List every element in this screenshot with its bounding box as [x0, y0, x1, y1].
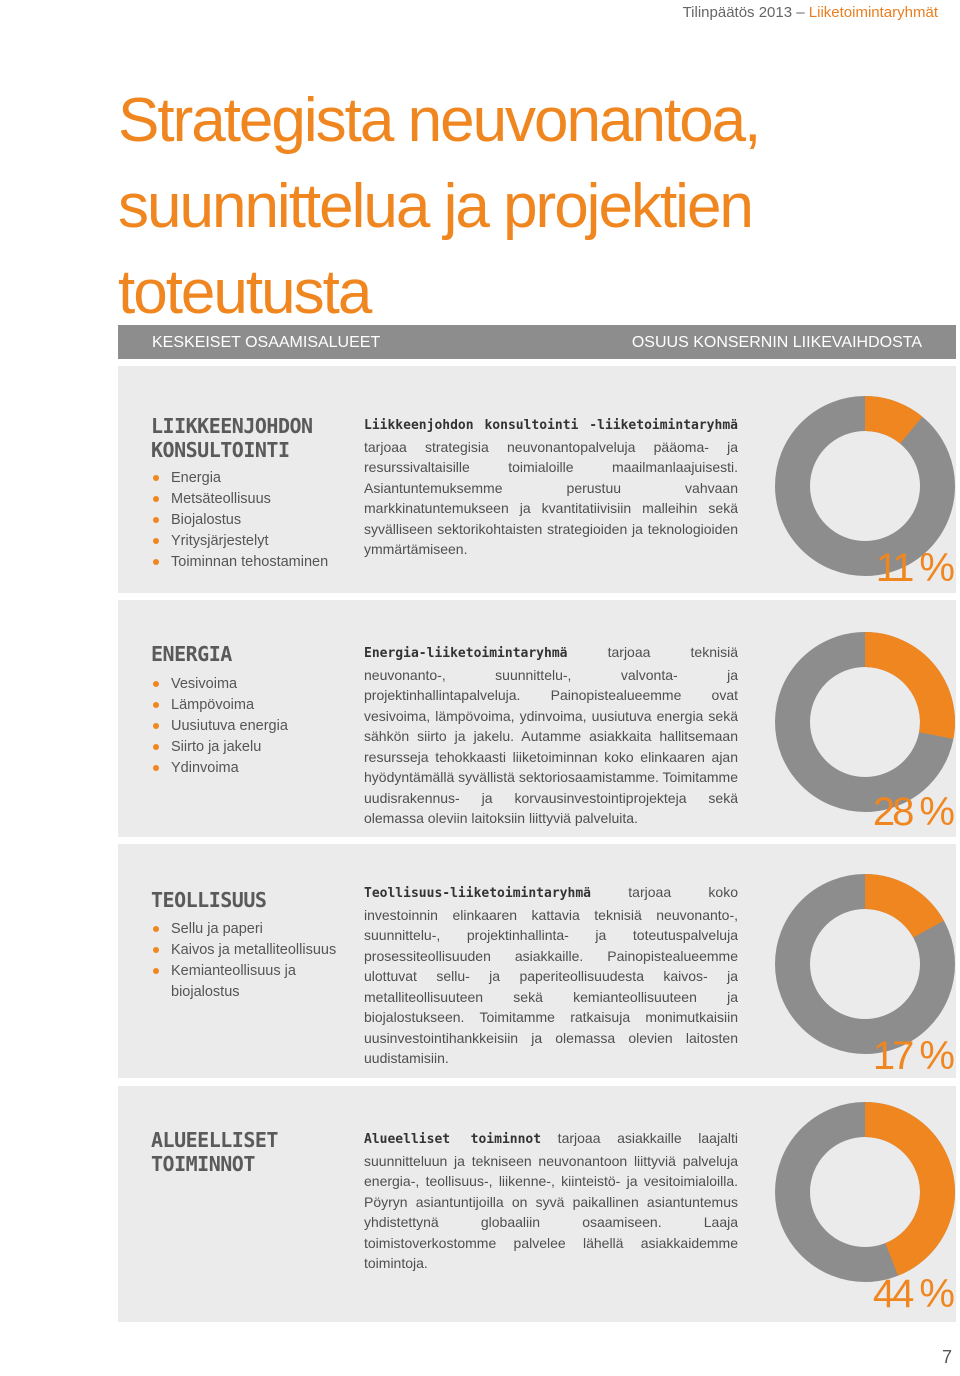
bullet-icon — [153, 517, 159, 523]
competence-list: Sellu ja paperi Kaivos ja metalliteollis… — [151, 919, 341, 1003]
description-text: tarjoaa teknisiä neuvonanto-, suunnittel… — [364, 644, 738, 826]
section-heading: TEOLLISUUS — [151, 888, 267, 912]
section-heading: ALUEELLISET TOIMINNOT — [151, 1128, 278, 1176]
list-item: Kemianteollisuus ja biojalostus — [151, 961, 311, 1003]
competence-list: Energia Metsäteollisuus Biojalostus Yrit… — [151, 468, 341, 573]
list-item: Sellu ja paperi — [151, 919, 341, 940]
title-line-2: suunnittelua ja projektien — [118, 172, 754, 241]
section-regional-operations: ALUEELLISET TOIMINNOT Alueelliset toimin… — [118, 1086, 956, 1322]
title-line-3: toteutusta — [118, 258, 372, 327]
section-heading-line-1: ENERGIA — [151, 642, 232, 666]
donut-share-segment — [865, 396, 923, 444]
list-item: Energia — [151, 468, 341, 489]
description-lead: Alueelliset toiminnot — [364, 1132, 542, 1147]
bullet-icon — [153, 765, 159, 771]
bullet-icon — [153, 723, 159, 729]
title-line-1: Strategista neuvonantoa, — [118, 86, 761, 155]
competence-list: Vesivoima Lämpövoima Uusiutuva energia S… — [151, 674, 341, 779]
column-header-bar: KESKEISET OSAAMISALUEET OSUUS KONSERNIN … — [118, 325, 956, 359]
description-text: tarjoaa asiakkaille laajalti suunnittelu… — [364, 1130, 738, 1271]
list-item: Uusiutuva energia — [151, 716, 341, 737]
section-heading-line-1: LIIKKEENJOHDON — [151, 414, 313, 438]
column-header-share: OSUUS KONSERNIN LIIKEVAIHDOSTA — [631, 334, 922, 351]
section-heading-line-2: KONSULTOINTI — [151, 438, 290, 462]
share-percentage: 11 % — [875, 546, 955, 590]
bullet-icon — [153, 559, 159, 565]
share-donut-chart — [775, 874, 955, 1054]
donut-share-segment — [865, 874, 944, 938]
page-title: Strategista neuvonantoa, suunnittelua ja… — [118, 78, 761, 336]
share-percentage: 44 % — [872, 1272, 955, 1316]
section-heading: ENERGIA — [151, 642, 232, 666]
bullet-icon — [153, 744, 159, 750]
column-header-competences: KESKEISET OSAAMISALUEET — [152, 334, 381, 351]
header-prefix: Tilinpäätös 2013 — [682, 4, 793, 21]
bullet-icon — [153, 496, 159, 502]
description-lead: Energia-liiketoimintaryhmä — [364, 646, 568, 661]
list-item: Toiminnan tehostaminen — [151, 552, 341, 573]
donut-share-segment — [865, 1102, 955, 1276]
bullet-icon — [153, 947, 159, 953]
list-item: Siirto ja jakelu — [151, 737, 341, 758]
list-item: Ydinvoima — [151, 758, 341, 779]
share-donut-chart — [775, 632, 955, 812]
section-description: Liikkeenjohdon konsultointi -liiketoimin… — [364, 414, 738, 560]
section-heading-line-2: TOIMINNOT — [151, 1152, 255, 1176]
share-donut-chart — [775, 1102, 955, 1282]
page-number: 7 — [941, 1347, 952, 1367]
description-text: tarjoaa koko investoinnin elinkaaren kat… — [364, 884, 738, 1066]
description-lead: Teollisuus-liiketoimintaryhmä — [364, 886, 591, 901]
bullet-icon — [153, 702, 159, 708]
list-item: Biojalostus — [151, 510, 341, 531]
section-description: Alueelliset toiminnot tarjoaa asiakkaill… — [364, 1128, 738, 1274]
section-industry: TEOLLISUUS Sellu ja paperi Kaivos ja met… — [118, 844, 956, 1078]
bullet-icon — [153, 681, 159, 687]
bullet-icon — [153, 538, 159, 544]
header-dash: – — [792, 4, 809, 21]
running-header: Tilinpäätös 2013 – Liiketoimintaryhmät — [683, 4, 938, 21]
donut-share-segment — [865, 632, 955, 739]
section-management-consulting: LIIKKEENJOHDON KONSULTOINTI Energia Mets… — [118, 366, 956, 593]
section-energy: ENERGIA Vesivoima Lämpövoima Uusiutuva e… — [118, 600, 956, 837]
share-percentage: 28 % — [872, 790, 955, 834]
section-heading-line-1: ALUEELLISET — [151, 1128, 278, 1152]
bullet-icon — [153, 968, 159, 974]
header-section: Liiketoimintaryhmät — [808, 4, 938, 21]
section-heading-line-1: TEOLLISUUS — [151, 888, 267, 912]
list-item: Yritysjärjestelyt — [151, 531, 341, 552]
list-item: Kaivos ja metalliteollisuus — [151, 940, 341, 961]
bullet-icon — [153, 926, 159, 932]
bullet-icon — [153, 475, 159, 481]
description-text: tarjoaa strategisia neuvonantopalveluja … — [364, 438, 738, 558]
share-donut-chart — [775, 396, 955, 576]
section-description: Teollisuus-liiketoimintaryhmä tarjoaa ko… — [364, 882, 738, 1069]
section-description: Energia-liiketoimintaryhmä tarjoaa tekni… — [364, 642, 738, 829]
list-item: Metsäteollisuus — [151, 489, 341, 510]
list-item: Vesivoima — [151, 674, 341, 695]
share-percentage: 17 % — [872, 1034, 955, 1078]
donut-rest-segment — [775, 396, 955, 576]
list-item: Lämpövoima — [151, 695, 341, 716]
section-heading: LIIKKEENJOHDON KONSULTOINTI — [151, 414, 313, 462]
description-lead: Liikkeenjohdon konsultointi -liiketoimin… — [364, 418, 738, 433]
